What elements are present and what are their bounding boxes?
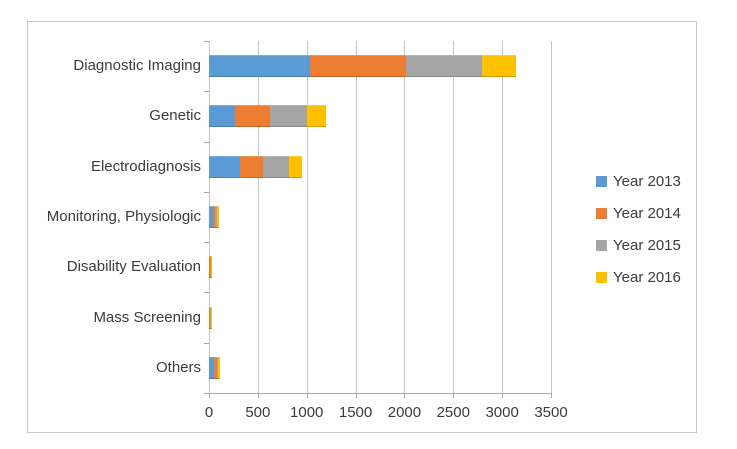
category-label: Mass Screening [93,308,201,326]
bar-segment [209,306,211,329]
bar-segment [209,155,241,178]
value-axis-tick-label: 500 [245,404,271,421]
legend-label: Year 2015 [613,236,681,254]
category-label: Electrodiagnosis [90,157,201,175]
gridline [355,41,357,393]
value-axis-tick [551,393,552,398]
legend-swatch [596,271,607,283]
bar-segment [209,55,310,78]
category-axis-tick [204,91,209,93]
bar-segment [217,206,219,228]
legend-swatch [596,175,607,187]
bar-segment [406,55,483,78]
legend-label: Year 2013 [613,172,681,190]
bar-segment [210,306,212,329]
legend-item: Year 2016 [596,267,681,287]
value-axis-tick-label: 1000 [290,404,324,421]
category-axis-tick [204,292,209,294]
bar-segment [309,55,407,78]
gridline [453,41,455,393]
bar-segment [210,256,212,279]
legend-item: Year 2013 [596,171,681,191]
bar-segment [209,256,211,279]
category-label: Disability Evaluation [66,258,201,276]
gridline [306,41,308,393]
value-axis-tick [502,393,504,398]
bar-segment [209,356,214,379]
category-label: Others [155,358,201,376]
legend-item: Year 2015 [596,235,681,255]
bar-segment [289,155,303,178]
bar-segment [209,206,213,228]
bar-segment [214,206,218,228]
value-axis-tick-label: 3000 [485,404,519,421]
gridline [502,41,504,393]
value-axis-tick [453,393,455,398]
category-label: Monitoring, Physiologic [46,208,201,225]
chart-frame: Diagnostic Imaging Genetic Electrodiagnosi… [27,21,697,433]
bar-segment [482,55,517,78]
category-axis-tick [204,342,209,344]
gridline [257,41,259,393]
bar-segment [213,356,217,379]
bar-segment [218,356,220,379]
legend: Year 2013 Year 2014 Year 2015 Year 2016 [596,171,681,299]
value-axis-tick-label: 1500 [338,404,373,421]
gridline [404,41,406,393]
bar-segment [216,356,219,379]
bar-segment [270,105,308,128]
legend-swatch [596,239,607,251]
value-axis-tick-label: 2000 [387,404,422,421]
legend-label: Year 2016 [613,268,681,286]
value-axis-tick [404,393,406,398]
value-axis-tick-label: 2500 [436,404,470,421]
category-label: Diagnostic Imaging [73,57,201,75]
value-axis-tick-label: 3500 [534,404,568,421]
value-axis-tick [257,393,259,398]
legend-item: Year 2014 [596,203,681,223]
category-axis-tick [204,242,209,244]
category-axis-tick [204,41,209,42]
bar-segment [240,155,263,178]
bar-segment [262,155,290,178]
gridline [551,41,552,393]
bar-segment [209,105,236,128]
value-axis-tick [355,393,357,398]
category-axis-tick [204,191,209,193]
legend-swatch [596,207,607,219]
value-axis-line [204,393,551,394]
legend-label: Year 2014 [613,204,681,222]
category-label: Genetic [149,107,201,125]
value-axis-tick [306,393,308,398]
value-axis-tick [209,393,210,398]
category-axis-tick [204,141,209,143]
bar-segment [212,206,215,228]
bar-segment [235,105,271,128]
value-axis-tick-label: 0 [204,404,214,421]
bar-segment [307,105,327,128]
